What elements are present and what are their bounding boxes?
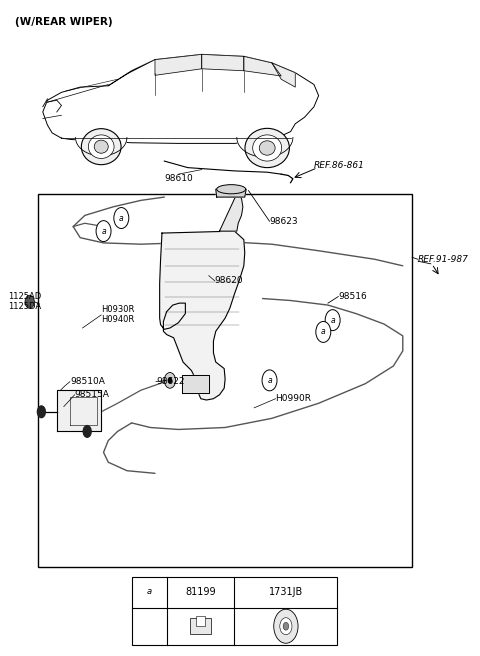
Circle shape	[114, 207, 129, 228]
Text: REF.86-861: REF.86-861	[314, 161, 365, 169]
Ellipse shape	[216, 184, 246, 194]
Text: H0940R: H0940R	[101, 315, 134, 324]
Text: 1125DA: 1125DA	[8, 302, 41, 311]
Text: a: a	[119, 213, 124, 222]
Bar	[38, 194, 412, 567]
Polygon shape	[216, 189, 246, 197]
Polygon shape	[182, 375, 209, 394]
Circle shape	[164, 373, 176, 388]
Circle shape	[140, 579, 158, 605]
Circle shape	[316, 321, 331, 342]
Circle shape	[36, 405, 46, 419]
Circle shape	[25, 295, 35, 308]
Text: a: a	[101, 226, 106, 236]
Circle shape	[262, 370, 277, 391]
Circle shape	[96, 220, 111, 241]
Text: 81199: 81199	[185, 587, 216, 597]
Polygon shape	[108, 60, 155, 86]
Text: H0990R: H0990R	[276, 394, 312, 403]
Text: 1731JB: 1731JB	[269, 587, 303, 597]
Text: a: a	[321, 327, 325, 337]
Text: 1125AD: 1125AD	[8, 292, 41, 301]
Text: REF.91-987: REF.91-987	[418, 255, 469, 264]
Ellipse shape	[94, 140, 108, 154]
Bar	[190, 619, 211, 634]
Polygon shape	[155, 54, 202, 75]
Text: a: a	[330, 316, 335, 325]
Circle shape	[168, 377, 172, 384]
Text: 98623: 98623	[270, 216, 298, 226]
Polygon shape	[160, 231, 245, 400]
Text: 98622: 98622	[156, 377, 184, 386]
Text: (W/REAR WIPER): (W/REAR WIPER)	[15, 17, 112, 27]
Ellipse shape	[252, 135, 282, 161]
Bar	[132, 577, 337, 646]
Text: 98516: 98516	[338, 292, 367, 301]
Bar	[196, 616, 205, 626]
Ellipse shape	[245, 129, 289, 168]
Text: 98510A: 98510A	[70, 377, 105, 386]
Ellipse shape	[81, 129, 121, 165]
Text: 98620: 98620	[215, 276, 243, 285]
Text: a: a	[146, 587, 152, 596]
Circle shape	[83, 425, 92, 438]
Circle shape	[283, 623, 288, 630]
Polygon shape	[202, 54, 244, 71]
Text: 98610: 98610	[164, 174, 193, 183]
Circle shape	[280, 618, 292, 635]
Circle shape	[325, 310, 340, 331]
Polygon shape	[219, 194, 243, 231]
Polygon shape	[75, 138, 127, 156]
Ellipse shape	[259, 141, 275, 155]
Ellipse shape	[88, 135, 114, 159]
Text: a: a	[267, 376, 272, 385]
Text: H0930R: H0930R	[101, 305, 134, 314]
Polygon shape	[244, 56, 281, 76]
Circle shape	[274, 609, 298, 644]
Polygon shape	[43, 54, 319, 144]
Polygon shape	[57, 390, 101, 432]
Polygon shape	[237, 138, 293, 157]
Text: 98515A: 98515A	[74, 390, 109, 400]
Polygon shape	[272, 63, 295, 87]
